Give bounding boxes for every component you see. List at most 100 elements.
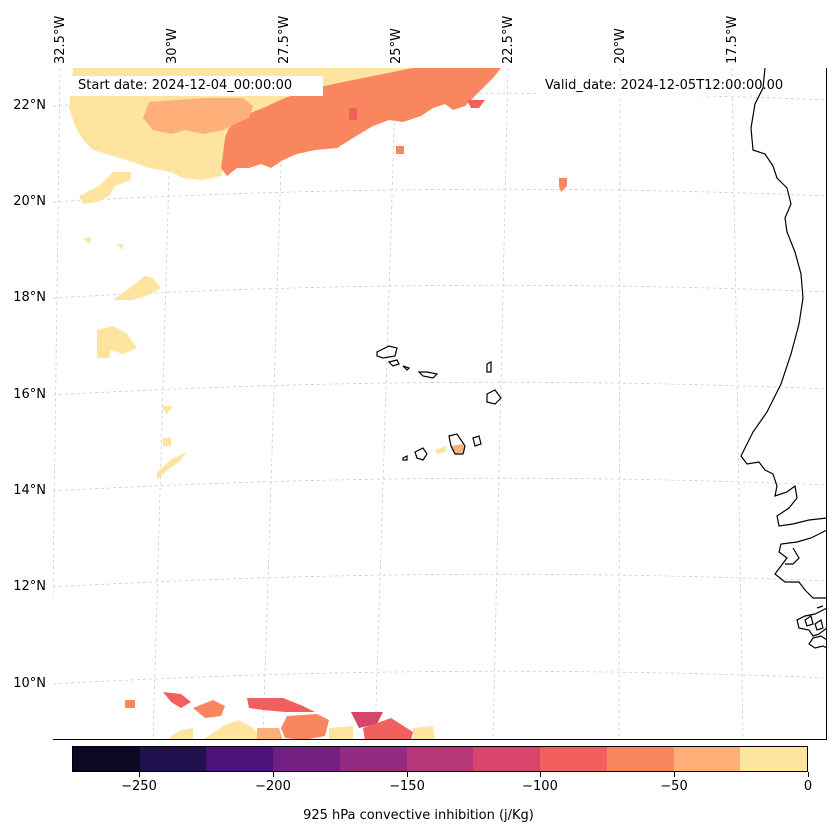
parallel-line <box>53 381 826 396</box>
cin-region-light <box>163 438 171 446</box>
latitude-label: 10°N <box>13 676 46 691</box>
cin-region-orange <box>221 68 501 176</box>
parallel-line <box>53 573 826 588</box>
colorbar-segment <box>540 747 607 771</box>
cin-region-orange <box>281 714 329 739</box>
cin-region-orange <box>193 700 225 718</box>
meridian-line <box>374 68 397 739</box>
cin-region-light <box>161 406 173 414</box>
colorbar-segment <box>606 747 674 771</box>
cin-region-red <box>467 100 485 108</box>
cin-region-red <box>363 718 413 739</box>
island-brava <box>402 455 408 461</box>
island-santa-luzia <box>402 365 411 371</box>
meridian-line <box>492 68 509 739</box>
latitude-label: 20°N <box>13 194 46 209</box>
meridian-line <box>731 68 744 739</box>
map-canvas <box>53 68 826 739</box>
cin-region-light <box>169 728 193 739</box>
colorbar-tick-label: 0 <box>803 779 813 794</box>
colorbar-tick <box>674 772 675 777</box>
cin-region-peach <box>143 98 253 134</box>
latitude-label: 12°N <box>13 579 46 594</box>
cin-region-light <box>97 326 137 358</box>
colorbar-title: 925 hPa convective inhibition (j/Kg) <box>303 808 534 823</box>
cin-region-light <box>113 276 161 300</box>
valid-date-label: Valid_date: 2024-12-05T12:00:00.00 <box>545 78 784 93</box>
parallel-line <box>53 284 826 299</box>
longitude-label: 17.5°W <box>725 15 740 64</box>
island-fogo <box>414 447 428 461</box>
longitude-label: 32.5°W <box>53 15 68 64</box>
africa-estuary <box>785 547 800 565</box>
island-maio <box>472 435 482 447</box>
meridian-line <box>53 68 61 621</box>
colorbar-tick <box>273 772 274 777</box>
longitude-label: 20°W <box>613 28 628 64</box>
colorbar-tick-label: −250 <box>121 779 157 794</box>
cin-region-red <box>247 698 315 712</box>
cin-region-light <box>117 244 123 250</box>
colorbar-segment <box>73 747 140 771</box>
label-backdrop <box>69 76 323 96</box>
island-sao-vicente <box>387 359 400 367</box>
cin-region-light <box>329 726 353 739</box>
cin-region-red <box>349 108 357 120</box>
colorbar-tick-label: −100 <box>522 779 558 794</box>
colorbar <box>72 746 808 772</box>
cin-region-peach <box>451 444 465 454</box>
cin-region-light <box>413 726 435 739</box>
longitude-label: 30°W <box>165 28 180 64</box>
bissagos-islands <box>804 615 824 631</box>
longitude-label: 25°W <box>389 28 404 64</box>
parallel-line <box>53 670 826 685</box>
meridian-line <box>618 68 621 739</box>
parallel-line <box>53 188 826 203</box>
cin-region-orange <box>125 700 135 708</box>
coastlines <box>376 68 826 649</box>
colorbar-segment <box>273 747 340 771</box>
latitude-label: 14°N <box>13 483 46 498</box>
meridian-line <box>152 68 173 739</box>
island-sal <box>486 361 492 373</box>
colorbar-tick <box>540 772 541 777</box>
cin-region-red <box>163 692 191 708</box>
cin-region-light <box>435 446 447 454</box>
colorbar-tick <box>808 772 809 777</box>
start-date-label: Start date: 2024-12-04_00:00:00 <box>78 78 293 93</box>
label-backdrop <box>539 76 803 96</box>
island-santiago <box>448 433 466 455</box>
cin-region-peach <box>257 728 283 739</box>
cin-region-light <box>204 720 263 739</box>
cin-region-light <box>83 238 91 244</box>
longitude-label: 22.5°W <box>501 15 516 64</box>
cin-region-light <box>79 172 131 204</box>
island-santo-antao <box>376 345 398 359</box>
island-sao-nicolau <box>417 371 439 379</box>
longitude-label: 27.5°W <box>277 15 292 64</box>
africa-coastline <box>740 68 826 649</box>
meridian-line <box>262 68 285 739</box>
cin-region-orange <box>559 178 567 192</box>
parallel-line <box>53 477 826 492</box>
island-boa-vista <box>486 389 502 405</box>
cin-region-orange <box>396 146 404 154</box>
colorbar-segment <box>339 747 407 771</box>
colorbar-segment <box>139 747 207 771</box>
latitude-label: 22°N <box>13 98 46 113</box>
colorbar-segment <box>473 747 541 771</box>
colorbar-tick <box>407 772 408 777</box>
cin-region-light <box>157 452 187 480</box>
colorbar-tick-label: −150 <box>389 779 425 794</box>
map-panel <box>53 68 827 740</box>
colorbar-tick <box>139 772 140 777</box>
latitude-label: 16°N <box>13 387 46 402</box>
colorbar-segment <box>206 747 274 771</box>
colorbar-segment <box>673 747 741 771</box>
colorbar-segment <box>406 747 474 771</box>
latitude-label: 18°N <box>13 290 46 305</box>
cin-shading <box>69 68 567 739</box>
colorbar-tick-label: −200 <box>255 779 291 794</box>
colorbar-segment <box>740 747 808 771</box>
colorbar-tick-label: −50 <box>660 779 688 794</box>
